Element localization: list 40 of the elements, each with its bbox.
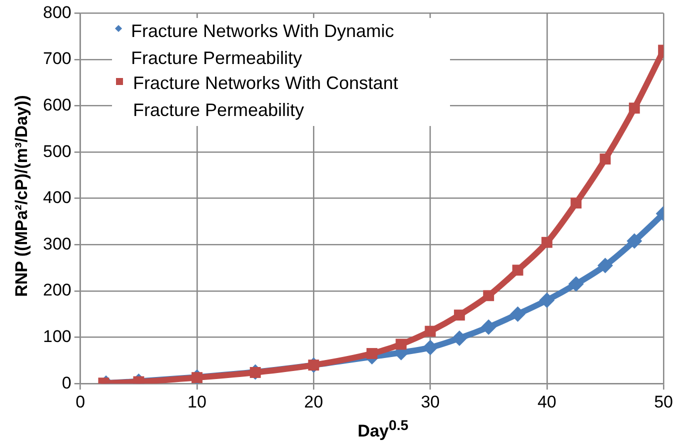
point	[424, 326, 436, 337]
x-tick-label: 30	[420, 392, 440, 412]
point	[250, 367, 261, 378]
y-tick-label: 100	[42, 326, 72, 346]
point	[396, 338, 407, 350]
point	[570, 198, 582, 209]
point	[540, 294, 554, 307]
legend-label: Fracture Networks With Dynamic Fracture Permeability	[131, 20, 396, 70]
y-tick-label: 300	[42, 234, 72, 254]
x-tick-label: 40	[537, 392, 556, 412]
point	[512, 264, 524, 276]
point	[424, 340, 437, 354]
point	[482, 320, 496, 334]
x-tick-label: 0	[76, 392, 86, 412]
y-tick-label: 700	[42, 49, 72, 68]
point	[628, 102, 640, 114]
y-tick-label: 400	[42, 188, 72, 208]
point	[628, 234, 641, 248]
point	[192, 372, 202, 384]
point	[570, 278, 583, 291]
point	[598, 259, 612, 272]
y-tick-label: 0	[62, 373, 72, 392]
y-tick-label: 200	[42, 280, 72, 300]
point	[511, 308, 524, 321]
y-axis-title: RNP ((MPa²/cP)/(m³/Day))	[12, 94, 32, 299]
point	[454, 310, 465, 321]
point	[308, 360, 320, 371]
y-tick-label: 800	[42, 2, 72, 22]
x-tick-label: 50	[654, 392, 674, 412]
y-tick-label: 600	[42, 95, 72, 114]
legend-label: Fracture Networks With Constant Fracture Permeability	[133, 72, 400, 122]
x-axis-title: Day$^{0.5}$	[356, 418, 410, 442]
y-tick-label: 500	[42, 142, 72, 161]
point	[483, 290, 494, 302]
point	[600, 154, 611, 165]
x-tick-label: 20	[304, 392, 324, 412]
point	[452, 332, 466, 345]
point	[366, 348, 378, 359]
x-tick-label: 10	[188, 392, 206, 412]
point	[541, 236, 552, 248]
